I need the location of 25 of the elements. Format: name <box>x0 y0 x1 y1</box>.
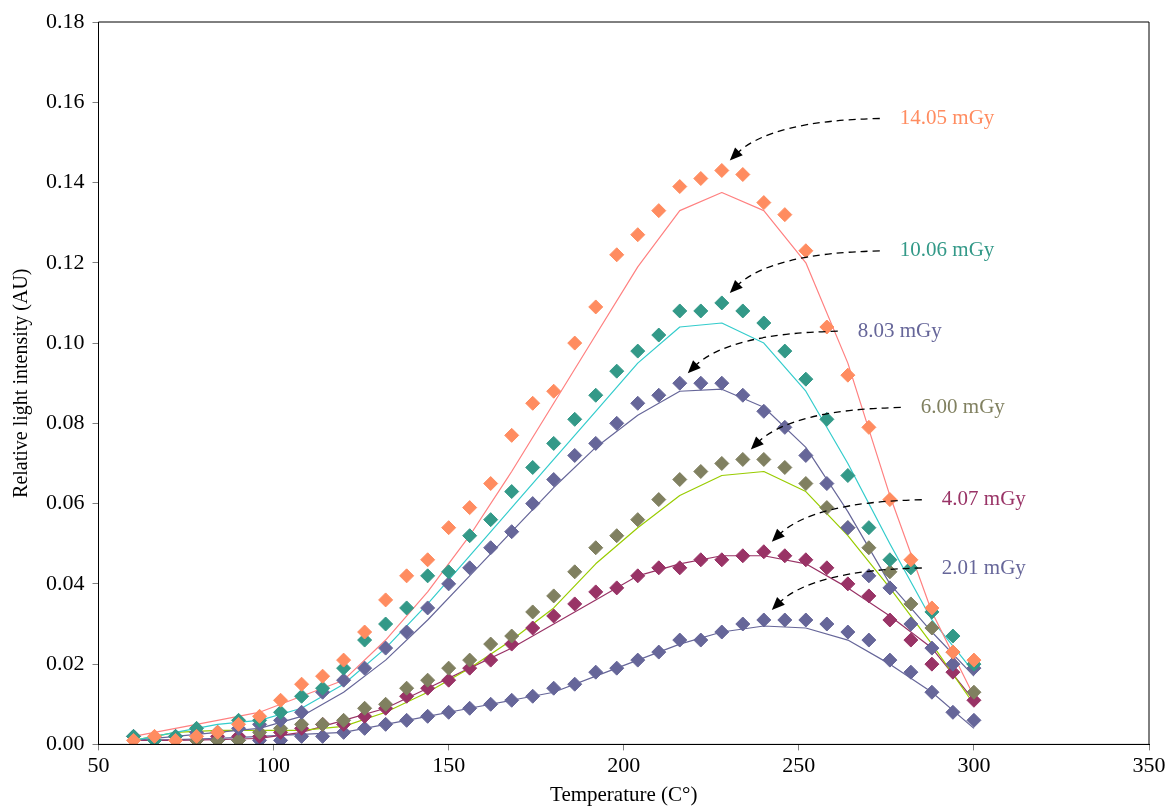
text: 4.07 mGy <box>941 486 1027 511</box>
y-tick-label: 0.02 <box>46 649 85 675</box>
y-axis-title: Relative light intensity (AU) <box>9 268 33 498</box>
text: 14.05 mGy <box>899 105 995 130</box>
y-tick-label: 0.10 <box>46 328 85 354</box>
y-tick-label: 0.04 <box>46 569 85 595</box>
y-tick-label: 0.08 <box>46 409 85 435</box>
y-tick-label: 0.14 <box>46 168 85 194</box>
x-tick-label: 250 <box>782 752 816 778</box>
x-tick-label: 200 <box>607 752 641 778</box>
y-tick-label: 0.18 <box>46 7 85 33</box>
x-tick-label: 150 <box>432 752 466 778</box>
text: 8.03 mGy <box>857 317 943 342</box>
x-tick-label: 100 <box>257 752 291 778</box>
y-tick-label: 0.06 <box>46 489 85 515</box>
x-axis-title: Temperature (C°) <box>550 781 698 806</box>
x-tick-label: 50 <box>87 752 110 778</box>
text: 2.01 mGy <box>941 554 1027 579</box>
x-tick-label: 350 <box>1132 752 1166 778</box>
text: 6.00 mGy <box>920 393 1006 418</box>
text: 10.06 mGy <box>899 237 995 262</box>
y-tick-label: 0.12 <box>46 248 85 274</box>
x-tick-label: 300 <box>957 752 991 778</box>
y-tick-label: 0.00 <box>46 730 85 756</box>
y-tick-label: 0.16 <box>46 88 85 114</box>
